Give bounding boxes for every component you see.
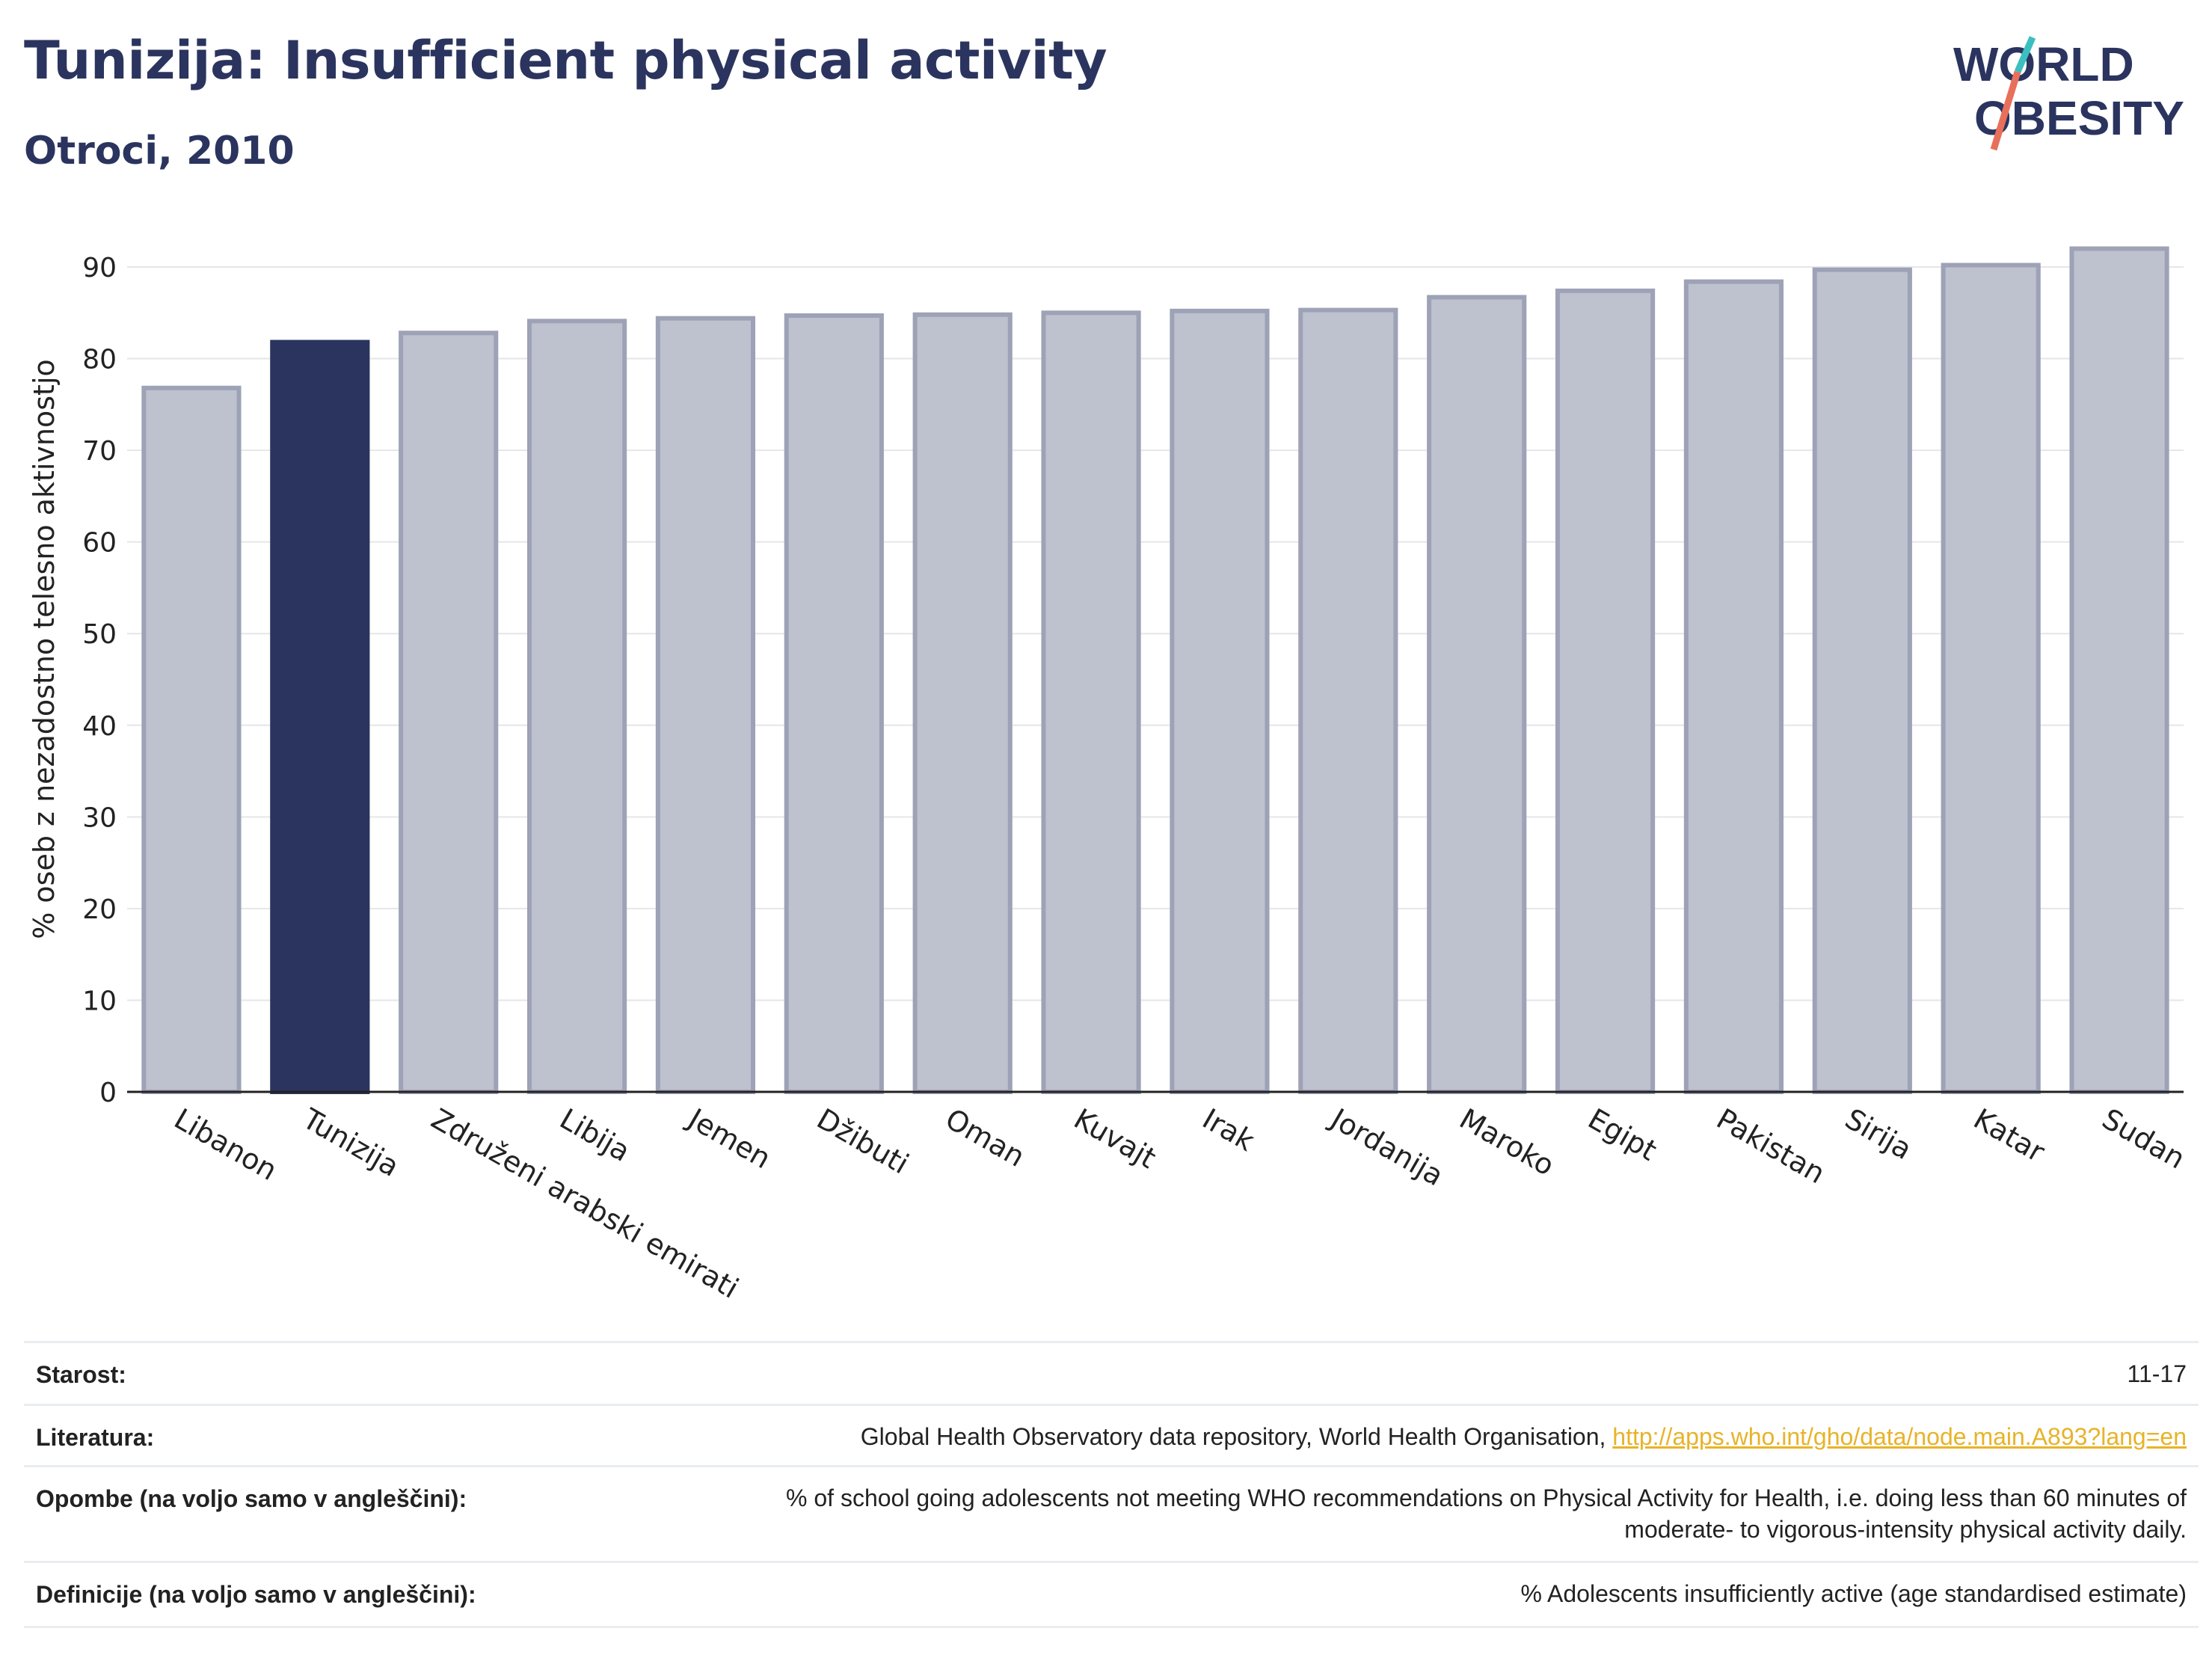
- x-tick-label: Kuvajt: [1069, 1102, 1161, 1175]
- y-tick-label: 60: [82, 528, 117, 559]
- logo-teal-stroke: [2014, 36, 2036, 73]
- bar-pakistan[interactable]: [1683, 279, 1784, 1094]
- meta-row-age: Starost: 11-17: [24, 1341, 2199, 1406]
- x-tick-label: Egipt: [1582, 1102, 1662, 1167]
- literature-link[interactable]: http://apps.who.int/gho/data/node.main.A…: [1612, 1423, 2187, 1450]
- x-tick-label: Sirija: [1840, 1102, 1917, 1166]
- y-tick-label: 90: [82, 253, 117, 283]
- age-label: Starost:: [36, 1361, 126, 1388]
- x-tick-label: Jordanija: [1324, 1102, 1449, 1193]
- y-tick-label: 70: [82, 436, 117, 467]
- bar-libanon[interactable]: [141, 385, 242, 1094]
- notes-line1: % of school going adolescents not meetin…: [786, 1484, 2187, 1511]
- meta-row-literature: Literatura: Global Health Observatory da…: [24, 1404, 2199, 1467]
- y-tick-label: 20: [82, 894, 117, 925]
- y-tick-label: 40: [82, 711, 117, 742]
- x-tick-label: Katar: [1968, 1102, 2050, 1169]
- bar-d-ibuti[interactable]: [784, 313, 884, 1094]
- meta-row-definitions: Definicije (na voljo samo v angleščini):…: [24, 1561, 2199, 1628]
- literature-text: Global Health Observatory data repositor…: [860, 1423, 1613, 1450]
- bar-katar[interactable]: [1941, 262, 2041, 1095]
- x-tick-label: Džibuti: [811, 1102, 915, 1181]
- bar-jemen[interactable]: [655, 316, 756, 1094]
- bar-maroko[interactable]: [1427, 295, 1527, 1094]
- definitions-value: % Adolescents insufficiently active (age…: [1520, 1580, 2187, 1607]
- world-obesity-logo: WORLD OBESITY: [1953, 36, 2184, 151]
- y-axis-label: % oseb z nezadostno telesno aktivnostjo: [28, 359, 61, 939]
- x-tick-label: Libija: [554, 1102, 636, 1168]
- x-tick-label: Pakistan: [1711, 1102, 1831, 1191]
- notes-value: % of school going adolescents not meetin…: [786, 1482, 2187, 1545]
- y-tick-label: 0: [99, 1078, 117, 1108]
- bar-libija[interactable]: [526, 319, 627, 1095]
- x-tick-label: Jemen: [681, 1102, 776, 1176]
- bar-jordanija[interactable]: [1298, 307, 1398, 1095]
- literature-label: Literatura:: [36, 1424, 155, 1451]
- y-tick-label: 10: [82, 986, 117, 1016]
- bar-kuvajt[interactable]: [1041, 310, 1141, 1094]
- bar-oman[interactable]: [912, 312, 1013, 1094]
- y-tick-label: 30: [82, 802, 117, 833]
- x-tick-label: Maroko: [1454, 1102, 1560, 1182]
- age-value: 11-17: [2127, 1360, 2187, 1387]
- logo-coral-stroke: [1990, 70, 2021, 151]
- bar-sudan[interactable]: [2069, 246, 2169, 1094]
- logo-line1: WORLD: [1953, 37, 2134, 91]
- x-tick-label: Sudan: [2097, 1102, 2191, 1176]
- definitions-label: Definicije (na voljo samo v angleščini):: [36, 1581, 476, 1608]
- x-tick-label: Irak: [1197, 1102, 1260, 1158]
- y-tick-label: 80: [82, 345, 117, 375]
- notes-label: Opombe (na voljo samo v angleščini):: [36, 1485, 467, 1512]
- literature-value: Global Health Observatory data repositor…: [861, 1421, 2187, 1452]
- notes-line2: moderate- to vigorous-intensity physical…: [1624, 1516, 2187, 1543]
- page-title: Tunizija: Insufficient physical activity: [24, 30, 1107, 91]
- page-subtitle: Otroci, 2010: [24, 129, 295, 174]
- x-tick-label: Tunizija: [297, 1102, 405, 1183]
- meta-row-notes: Opombe (na voljo samo v angleščini): % o…: [24, 1465, 2199, 1563]
- x-tick-label: Libanon: [169, 1102, 283, 1187]
- bar-sirija[interactable]: [1812, 267, 1912, 1095]
- bar-egipt[interactable]: [1555, 288, 1656, 1094]
- bar-zdru-eni-arabski-emirati[interactable]: [399, 331, 499, 1094]
- bars: [141, 246, 2169, 1095]
- x-tick-label: Oman: [940, 1102, 1030, 1173]
- bar-tunizija[interactable]: [270, 340, 370, 1094]
- bar-irak[interactable]: [1170, 308, 1270, 1094]
- y-tick-label: 50: [82, 619, 117, 650]
